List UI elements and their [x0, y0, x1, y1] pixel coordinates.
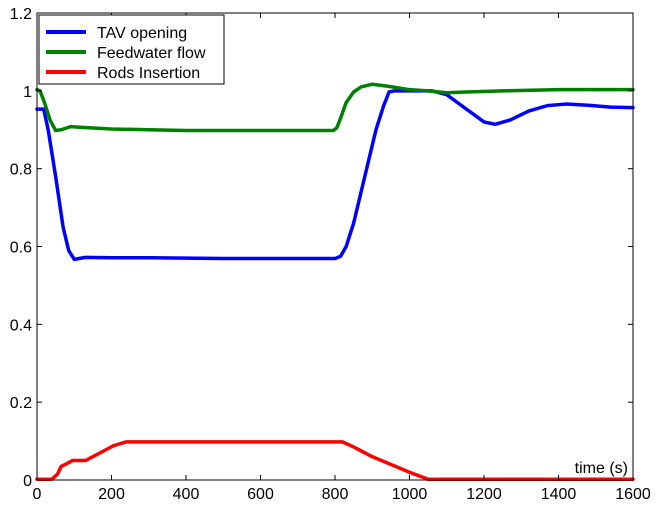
x-tick-label: 1000 — [392, 486, 428, 503]
series-line-feedwater-flow — [35, 82, 635, 133]
y-tick-label: 0.2 — [10, 395, 32, 412]
x-tick-label: 400 — [173, 486, 200, 503]
plot-frame — [36, 12, 634, 481]
y-tick-label: 0.4 — [10, 317, 32, 334]
series-line-tav-opening — [35, 89, 635, 262]
legend-label-tav-opening: TAV opening — [97, 25, 187, 42]
x-tick-label: 1400 — [541, 486, 577, 503]
y-tick-label: 1 — [23, 84, 32, 101]
y-tick-label: 0.8 — [10, 162, 32, 179]
tick-layer: 0 200 400 600 800 1000 1200 1400 1600 0 0.2 0.4 0.6 0… — [10, 6, 651, 503]
x-tick-label: 200 — [98, 486, 125, 503]
series-layer — [35, 82, 635, 481]
x-tick-label: 800 — [322, 486, 349, 503]
legend: TAV opening Feedwater flow Rods Insertion — [38, 14, 225, 85]
series-line-rods-insertion — [35, 440, 635, 481]
y-tick-label: 1.2 — [10, 6, 32, 23]
x-tick-label: 1200 — [466, 486, 502, 503]
x-tick-label: 1600 — [615, 486, 651, 503]
x-tick-label: 0 — [33, 486, 42, 503]
y-tick-label: 0.6 — [10, 240, 32, 257]
x-axis-label: time (s) — [575, 460, 628, 477]
legend-label-feedwater-flow: Feedwater flow — [97, 45, 206, 62]
x-tick-label: 600 — [247, 486, 274, 503]
legend-label-rods-insertion: Rods Insertion — [97, 65, 200, 82]
y-tick-label: 0 — [23, 473, 32, 490]
